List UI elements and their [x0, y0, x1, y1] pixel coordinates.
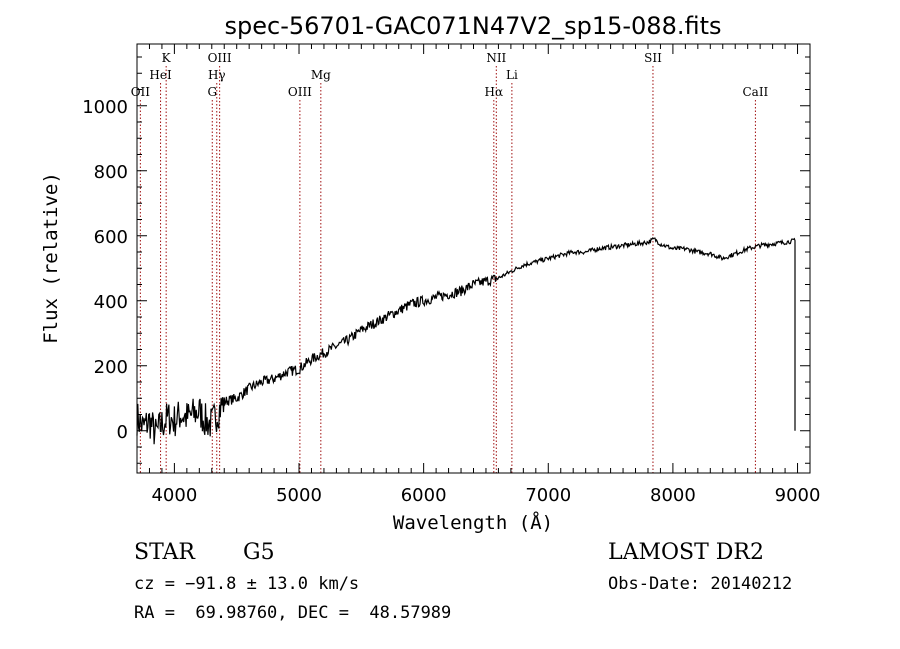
spectral-subclass: G5 — [243, 540, 275, 565]
x-tick-label: 9000 — [775, 485, 821, 506]
observation-date: Obs-Date: 20140212 — [608, 574, 793, 594]
y-axis-ticks: 0 200 400 600 800 1000 — [82, 56, 810, 464]
spectral-line-markers — [139, 66, 756, 473]
x-tick-label: 4000 — [151, 485, 197, 506]
line-label-12: CaII — [742, 85, 768, 99]
x-axis-ticks: 4000 5000 6000 7000 8000 9000 — [148, 44, 821, 506]
plot-frame — [136, 43, 811, 474]
y-tick-label: 200 — [94, 357, 128, 378]
line-label-7: Mg — [311, 68, 331, 82]
x-tick-label: 8000 — [650, 485, 696, 506]
y-tick-label: 0 — [117, 422, 128, 443]
line-label-1: K — [162, 51, 172, 65]
line-label-3: OIII — [208, 51, 232, 65]
y-tick-label: 400 — [94, 292, 128, 313]
object-type: STAR — [134, 540, 195, 565]
x-tick-label: 6000 — [401, 485, 447, 506]
line-label-10: Hα — [485, 85, 504, 99]
x-tick-label: 5000 — [276, 485, 322, 506]
y-axis-label: Flux (relative) — [40, 172, 62, 344]
x-tick-label: 7000 — [525, 485, 571, 506]
redshift-cz: cz = −91.8 ± 13.0 km/s — [134, 574, 360, 594]
line-label-0: OII — [131, 85, 151, 99]
line-label-5: G — [207, 85, 217, 99]
x-axis-label: Wavelength (Å) — [393, 511, 553, 534]
line-label-6: OIII — [288, 85, 312, 99]
spectrum-series-line — [136, 237, 796, 445]
survey-name: LAMOST DR2 — [608, 540, 764, 565]
y-tick-label: 600 — [94, 227, 128, 248]
y-tick-label: 800 — [94, 162, 128, 183]
line-label-4: Hγ — [208, 68, 226, 82]
chart-title: spec-56701-GAC071N47V2_sp15-088.fits — [225, 12, 722, 40]
y-tick-label: 1000 — [82, 97, 128, 118]
line-label-2: HeI — [149, 68, 172, 82]
line-label-9: Li — [506, 68, 518, 82]
line-label-8: NII — [486, 51, 506, 65]
line-label-11: SII — [644, 51, 662, 65]
ra-dec-coordinates: RA = 69.98760, DEC = 48.57989 — [134, 603, 452, 623]
